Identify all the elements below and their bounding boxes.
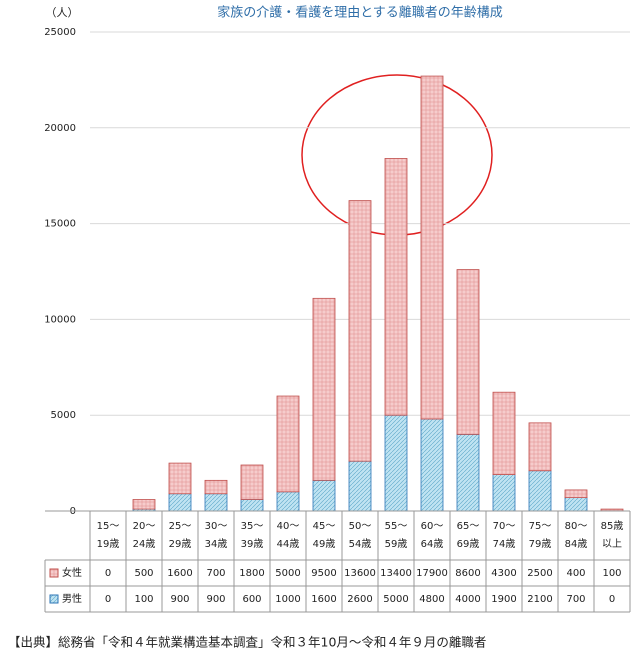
legend-label: 女性	[62, 566, 82, 579]
x-tick-label: 30～ 34歳	[205, 521, 228, 550]
table-value: 1900	[491, 594, 516, 605]
bar-segment	[492, 391, 516, 475]
table-value: 2100	[527, 594, 552, 605]
table-value: 4000	[455, 594, 480, 605]
table-value: 100	[602, 568, 621, 579]
bar-segment	[276, 491, 300, 512]
bar-segment	[168, 493, 192, 512]
bar-segment	[564, 489, 588, 498]
bar-segment	[240, 499, 264, 512]
bar-segment	[348, 460, 372, 512]
x-tick-label: 80～ 84歳	[565, 521, 588, 550]
table-value: 2500	[527, 568, 552, 579]
bar-segment	[312, 479, 336, 512]
x-tick-label: 15～ 19歳	[97, 521, 120, 550]
table-value: 8600	[455, 568, 480, 579]
table-value: 500	[134, 568, 153, 579]
bar-segment	[204, 479, 228, 495]
table-value: 1800	[239, 568, 264, 579]
table-value: 0	[105, 568, 111, 579]
chart-title: 家族の介護・看護を理由とする離職者の年齢構成	[217, 5, 503, 21]
table-value: 1600	[311, 594, 336, 605]
x-tick-label: 60～ 64歳	[421, 521, 444, 550]
bar-segment	[348, 200, 372, 462]
bar-segment	[420, 418, 444, 512]
y-tick-label: 25000	[44, 27, 76, 38]
bar-segment	[528, 470, 552, 512]
y-tick-label: 15000	[44, 219, 76, 230]
bar-segment	[384, 158, 408, 416]
table-value: 900	[170, 594, 189, 605]
x-tick-label: 55～ 59歳	[385, 521, 408, 550]
x-tick-label: 20～ 24歳	[133, 521, 156, 550]
table-value: 100	[134, 594, 153, 605]
bar-segment	[240, 464, 264, 500]
table-value: 5000	[383, 594, 408, 605]
x-tick-label: 65～ 69歳	[457, 521, 480, 550]
bar-segment	[132, 499, 156, 510]
x-tick-label: 35～ 39歳	[241, 521, 264, 550]
bar-segment	[420, 75, 444, 420]
x-tick-label: 40～ 44歳	[277, 521, 300, 550]
bar-segment	[456, 433, 480, 512]
source: 【出典】総務省「令和４年就業構造基本調査」令和３年10月～令和４年９月の離職者	[8, 635, 486, 650]
x-tick-label: 50～ 54歳	[349, 521, 372, 550]
table-value: 400	[566, 568, 585, 579]
y-tick-label: 20000	[44, 123, 76, 134]
bar-segment	[168, 462, 192, 495]
table-value: 1000	[275, 594, 300, 605]
table-value: 4800	[419, 594, 444, 605]
bar-segment	[312, 297, 336, 481]
bar-segment	[276, 395, 300, 493]
table-value: 9500	[311, 568, 336, 579]
table-value: 2600	[347, 594, 372, 605]
legend-swatch	[49, 594, 59, 604]
table-value: 0	[105, 594, 111, 605]
table-value: 700	[206, 568, 225, 579]
x-tick-label: 85歳以上	[601, 520, 624, 550]
table-value: 5000	[275, 568, 300, 579]
table-value: 13600	[344, 568, 376, 579]
table-value: 0	[609, 594, 615, 605]
bar-segment	[492, 474, 516, 512]
bar-segment	[528, 422, 552, 472]
legend-swatch	[49, 568, 59, 578]
x-tick-label: 75～ 79歳	[529, 521, 552, 550]
table-value: 600	[242, 594, 261, 605]
table-value: 1600	[167, 568, 192, 579]
table-value: 4300	[491, 568, 516, 579]
bar-segment	[456, 269, 480, 435]
table-value: 17900	[416, 568, 448, 579]
x-tick-label: 45～ 49歳	[313, 521, 336, 550]
bar-segment	[384, 414, 408, 512]
y-unit: （人）	[46, 6, 79, 19]
x-tick-label: 70～ 74歳	[493, 521, 516, 550]
y-tick-label: 5000	[51, 410, 76, 421]
table-value: 900	[206, 594, 225, 605]
x-tick-label: 25～ 29歳	[169, 521, 192, 550]
y-tick-label: 10000	[44, 314, 76, 325]
legend-label: 男性	[62, 592, 82, 605]
table-value: 13400	[380, 568, 412, 579]
bar-segment	[564, 497, 588, 512]
bar-segment	[204, 493, 228, 512]
table-value: 700	[566, 594, 585, 605]
